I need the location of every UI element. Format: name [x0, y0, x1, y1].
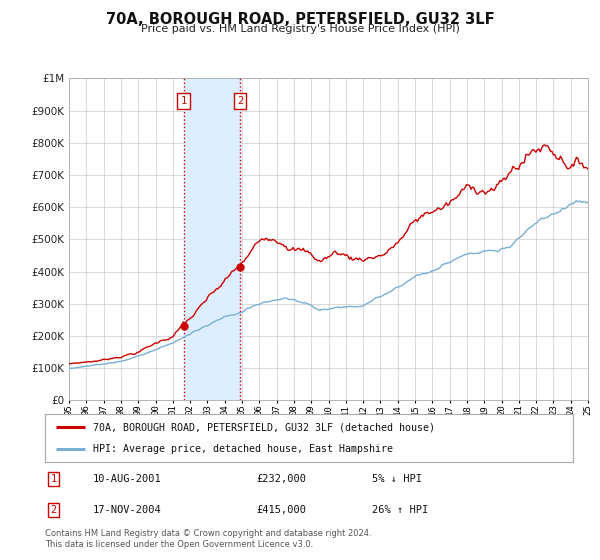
Bar: [184, 78, 240, 400]
Text: 1: 1: [50, 474, 56, 484]
Text: 2: 2: [50, 505, 56, 515]
Text: 17-NOV-2004: 17-NOV-2004: [92, 505, 161, 515]
Text: 70A, BOROUGH ROAD, PETERSFIELD, GU32 3LF: 70A, BOROUGH ROAD, PETERSFIELD, GU32 3LF: [106, 12, 494, 27]
Text: 5% ↓ HPI: 5% ↓ HPI: [373, 474, 422, 484]
Text: 10-AUG-2001: 10-AUG-2001: [92, 474, 161, 484]
Text: 1: 1: [181, 96, 187, 106]
Text: £232,000: £232,000: [256, 474, 306, 484]
Text: 70A, BOROUGH ROAD, PETERSFIELD, GU32 3LF (detached house): 70A, BOROUGH ROAD, PETERSFIELD, GU32 3LF…: [92, 422, 434, 432]
Text: Contains HM Land Registry data © Crown copyright and database right 2024.
This d: Contains HM Land Registry data © Crown c…: [45, 529, 371, 549]
Text: HPI: Average price, detached house, East Hampshire: HPI: Average price, detached house, East…: [92, 444, 392, 454]
Text: £415,000: £415,000: [256, 505, 306, 515]
Text: 2: 2: [237, 96, 243, 106]
Text: Price paid vs. HM Land Registry's House Price Index (HPI): Price paid vs. HM Land Registry's House …: [140, 24, 460, 34]
Text: 26% ↑ HPI: 26% ↑ HPI: [373, 505, 428, 515]
